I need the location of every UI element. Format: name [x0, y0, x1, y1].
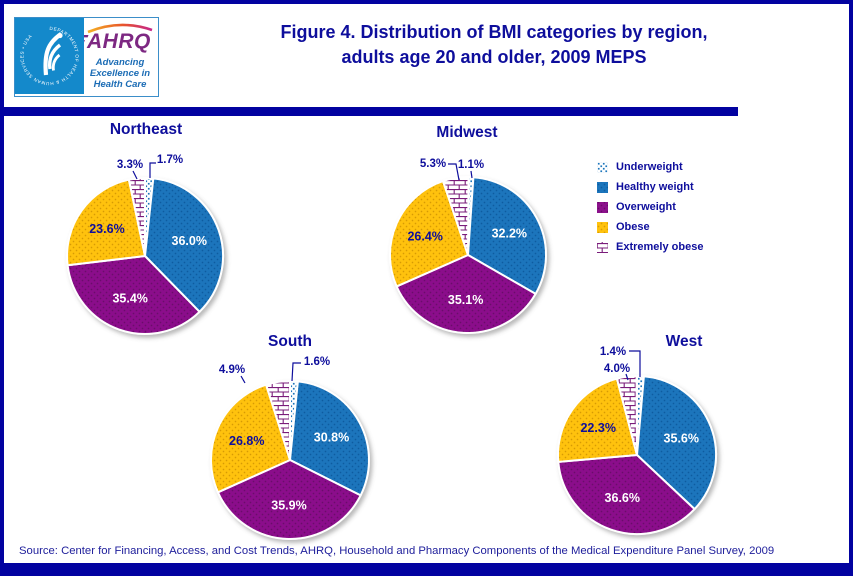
pie-slice-midwest-healthy-weight [467, 176, 547, 295]
pie-northeast [66, 176, 224, 335]
callout-line-midwest-extremely-obese [448, 163, 460, 181]
legend-swatch-obese [597, 222, 608, 233]
slice-label-northeast-obese: 23.6% [89, 222, 124, 236]
hhs-seal: DEPARTMENT OF HEALTH & HUMAN SERVICES • … [15, 18, 84, 96]
pie-slice-south-extremely-obese [265, 380, 291, 461]
separator-bar [0, 107, 738, 116]
legend-swatch-underweight [597, 162, 608, 173]
tagline-line1: Advancing [95, 57, 145, 68]
pie-midwest [389, 175, 547, 334]
pie-slice-northeast-overweight [66, 255, 201, 335]
slice-label-northeast-healthy-weight: 36.0% [172, 234, 207, 248]
slice-label-midwest-healthy-weight: 32.2% [492, 226, 527, 240]
ahrq-hhs-logo: DEPARTMENT OF HEALTH & HUMAN SERVICES • … [14, 17, 159, 97]
callout-line-west-underweight [629, 350, 641, 377]
legend-item-healthy-weight: Healthy weight [616, 181, 694, 193]
region-title-northeast: Northeast [109, 121, 183, 138]
pie-slice-west-obese [557, 377, 638, 463]
slice-label-south-healthy-weight: 30.8% [314, 431, 349, 445]
callout-label-northeast-extremely-obese: 3.3% [117, 159, 143, 171]
slice-label-west-obese: 22.3% [580, 421, 615, 435]
region-title-west: West [665, 333, 703, 350]
source-citation: Source: Center for Financing, Access, an… [19, 545, 775, 557]
callout-line-northeast-extremely-obese [132, 170, 138, 180]
legend: Underweight Healthy weight Overweight Ob… [616, 157, 703, 257]
pie-slice-northeast-healthy-weight [144, 177, 224, 313]
callout-line-south-underweight [291, 362, 301, 382]
pie-slice-south-healthy-weight [289, 380, 370, 497]
pie-slice-northeast-obese [66, 178, 146, 267]
callout-label-northeast-underweight: 1.7% [157, 154, 183, 166]
ahrq-wordmark: AHRQ [87, 30, 151, 53]
pie-slice-south-obese [210, 383, 291, 494]
legend-item-obese: Obese [616, 221, 650, 233]
figure-title: Figure 4. Distribution of BMI categories… [248, 20, 740, 70]
slice-label-midwest-overweight: 35.1% [448, 293, 483, 307]
pie-slice-south-overweight [216, 459, 362, 540]
legend-item-extremely-obese: Extremely obese [616, 241, 704, 253]
callout-label-west-extremely-obese: 4.0% [604, 363, 630, 375]
legend-item-overweight: Overweight [616, 201, 676, 213]
callout-line-west-extremely-obese [625, 373, 629, 381]
legend-swatch-overweight [597, 202, 608, 213]
slice-label-midwest-obese: 26.4% [407, 230, 442, 244]
callout-label-west-underweight: 1.4% [600, 346, 626, 358]
slice-label-south-obese: 26.8% [229, 434, 264, 448]
callout-label-midwest-extremely-obese: 5.3% [420, 158, 446, 170]
pie-slice-midwest-extremely-obese [442, 175, 470, 256]
legend-swatch-extremely-obese [597, 242, 608, 253]
region-title-midwest: Midwest [436, 124, 498, 141]
pie-slice-west-overweight [557, 454, 696, 536]
figure-title-line1: Figure 4. Distribution of BMI categories… [280, 22, 708, 42]
ahrq-swoosh-icon [84, 23, 153, 43]
hhs-seal-icon: DEPARTMENT OF HEALTH & HUMAN SERVICES • … [15, 18, 84, 94]
figure-title-line2: adults age 20 and older, 2009 MEPS [341, 47, 647, 67]
slice-label-west-overweight: 36.6% [605, 491, 640, 505]
ahrq-logo: AHRQ Advancing Excellence in Health Care [84, 18, 156, 96]
pie-slice-midwest-overweight [395, 254, 537, 334]
pie-south [210, 380, 370, 540]
callout-label-midwest-underweight: 1.1% [458, 159, 484, 171]
tagline-line3: Health Care [93, 79, 147, 90]
bottom-bar [0, 563, 853, 576]
region-title-south: South [268, 333, 312, 350]
callout-label-south-extremely-obese: 4.9% [219, 364, 245, 376]
slice-label-south-overweight: 35.9% [271, 499, 306, 513]
legend-swatch-healthy-weight [597, 182, 608, 193]
callout-line-south-extremely-obese [240, 375, 246, 384]
pie-slice-west-healthy-weight [636, 375, 718, 511]
callout-line-northeast-underweight [149, 162, 156, 178]
slice-label-west-healthy-weight: 35.6% [664, 432, 699, 446]
tagline-line2: Excellence in [89, 68, 151, 79]
pie-west [557, 374, 718, 536]
slice-label-northeast-overweight: 35.4% [112, 291, 147, 305]
ahrq-tagline: Advancing Excellence in Health Care [84, 57, 156, 90]
legend-item-underweight: Underweight [616, 161, 683, 173]
callout-label-south-underweight: 1.6% [304, 356, 330, 368]
pie-slice-midwest-obese [389, 180, 469, 288]
callout-line-midwest-underweight [470, 170, 473, 179]
